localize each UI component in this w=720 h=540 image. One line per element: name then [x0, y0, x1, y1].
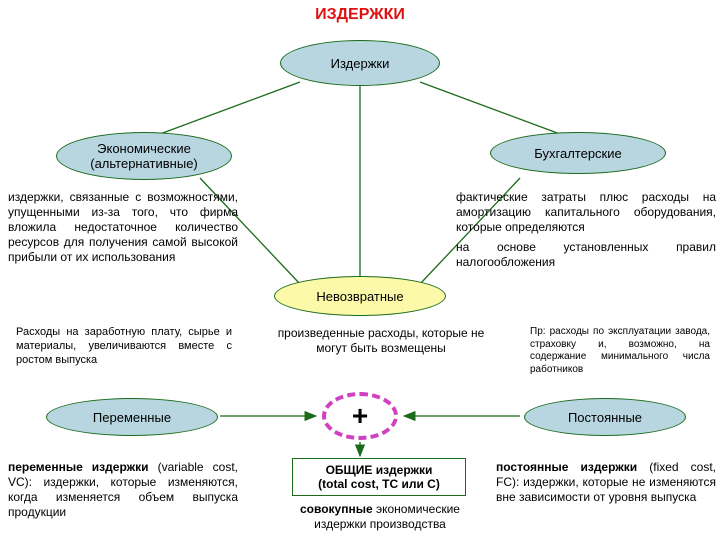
node-plus: +: [322, 392, 398, 440]
node-sunk-label: Невозвратные: [316, 289, 403, 304]
node-economic-label2: (альтернативные): [90, 156, 198, 171]
node-costs-root-label: Издержки: [331, 56, 390, 71]
text-accounting-desc1: фактические затраты плюс расходы на амор…: [456, 190, 716, 235]
text-sunk-desc: произведенные расходы, которые не могут …: [262, 326, 500, 356]
node-economic: Экономические (альтернативные): [56, 132, 232, 180]
text-fixed-example: Пр: расходы по эксплуатации завода, стра…: [530, 326, 710, 376]
node-accounting: Бухгалтерские: [490, 132, 666, 174]
node-variable-label: Переменные: [93, 410, 171, 425]
node-total-cost: ОБЩИЕ издержки (total cost, TC или C): [292, 458, 466, 496]
text-wages: Расходы на заработную плату, сырье и мат…: [16, 326, 232, 367]
text-fixed-def: постоянные издержки (fixed cost, FC): из…: [496, 460, 716, 505]
page-title: ИЗДЕРЖКИ: [300, 6, 420, 24]
node-sunk: Невозвратные: [274, 276, 446, 316]
text-variable-def: переменные издержки (variable cost, VC):…: [8, 460, 238, 520]
node-variable: Переменные: [46, 398, 218, 436]
node-fixed-label: Постоянные: [568, 410, 642, 425]
text-economic-desc: издержки, связанные с возможностями, упу…: [8, 190, 238, 265]
node-fixed: Постоянные: [524, 398, 686, 436]
total-cost-line1: ОБЩИЕ издержки: [326, 463, 433, 477]
text-total-desc: совокупные экономические издержки произв…: [290, 502, 470, 532]
node-costs-root: Издержки: [280, 40, 440, 86]
plus-symbol: +: [352, 400, 368, 432]
node-accounting-label: Бухгалтерские: [534, 146, 621, 161]
text-accounting-desc2: на основе установленных правил налогообл…: [456, 240, 716, 270]
total-cost-line2: (total cost, TC или C): [318, 477, 440, 491]
node-economic-label1: Экономические: [97, 141, 191, 156]
